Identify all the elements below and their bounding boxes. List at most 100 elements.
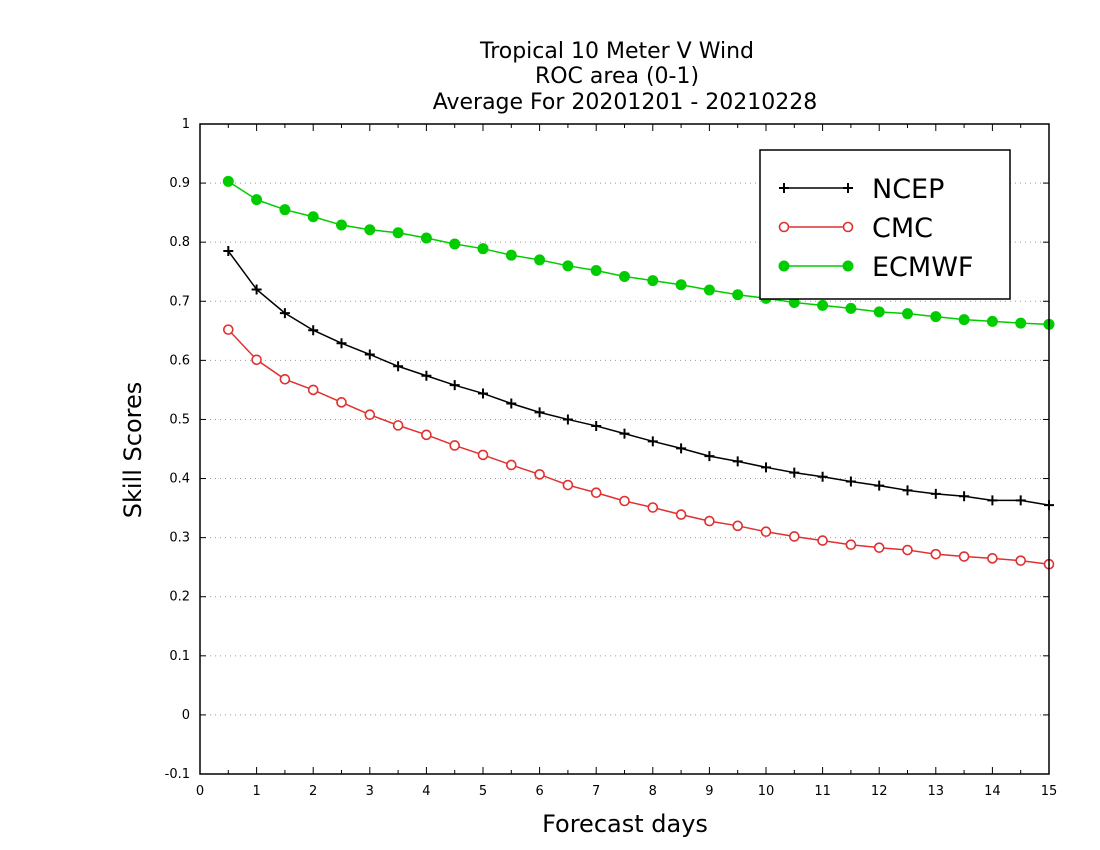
data-point-cmc [223, 324, 234, 335]
y-tick-label: 0.3 [169, 531, 190, 546]
data-point-ecmwf [534, 254, 546, 266]
data-point-cmc [364, 409, 376, 421]
legend-marker-ecmwf [778, 260, 790, 272]
x-tick-label: 12 [871, 784, 888, 799]
data-point-ecmwf [307, 211, 319, 223]
y-tick-label: 0.7 [169, 294, 190, 309]
data-point-ecmwf [1015, 317, 1027, 329]
data-point-cmc [477, 449, 489, 461]
data-point-ncep [647, 436, 658, 447]
data-point-ecmwf [364, 224, 376, 236]
data-point-ecmwf [449, 238, 461, 250]
x-tick-label: 14 [984, 784, 1001, 799]
data-point-ecmwf [902, 308, 913, 320]
x-tick-label: 2 [309, 784, 317, 799]
data-point-ncep [393, 361, 404, 372]
y-axis-label: Skill Scores [119, 382, 147, 519]
y-tick-label: 0.6 [169, 353, 190, 368]
x-tick-label: 3 [366, 784, 374, 799]
legend-label-ncep: NCEP [872, 174, 944, 205]
data-point-ecmwf [392, 227, 404, 239]
legend-marker-ncep [843, 183, 853, 193]
x-tick-label: 9 [705, 784, 713, 799]
legend-marker-cmc [778, 221, 790, 233]
data-point-cmc [336, 397, 347, 408]
x-tick-label: 7 [592, 784, 600, 799]
x-tick-label: 5 [479, 784, 487, 799]
data-point-ncep [308, 325, 319, 336]
data-point-cmc [930, 548, 942, 560]
data-point-ncep [449, 380, 460, 391]
data-point-ncep [845, 476, 856, 487]
series-ecmwf [222, 175, 1055, 330]
y-tick-label: 0 [182, 708, 190, 723]
data-point-cmc [619, 495, 630, 507]
legend-label-cmc: CMC [872, 213, 933, 244]
plot-frame [199, 123, 1050, 775]
y-tick-label: 1 [182, 117, 190, 132]
data-point-ncep [619, 428, 630, 439]
data-point-cmc [873, 542, 885, 553]
legend-marker-ecmwf [842, 260, 854, 272]
x-axis-label: Forecast days [542, 810, 708, 838]
y-tick-label: 0.1 [169, 649, 190, 664]
data-point-cmc [279, 373, 291, 385]
data-point-ecmwf [619, 270, 630, 282]
data-point-cmc [732, 520, 744, 532]
data-point-cmc [902, 544, 913, 556]
data-point-ecmwf [647, 275, 659, 287]
data-point-cmc [704, 515, 715, 527]
data-point-ecmwf [703, 284, 715, 296]
title-line-3: Average For 20201201 - 20210228 [433, 90, 818, 115]
legend-entry-ncep: NCEP [779, 174, 944, 205]
data-point-cmc [534, 469, 545, 480]
y-tick-label: 0.5 [169, 412, 190, 427]
x-tick-label: 4 [422, 784, 430, 799]
data-point-cmc [788, 531, 800, 542]
data-point-ecmwf [420, 232, 432, 244]
y-tick-label: 0.8 [169, 235, 190, 250]
data-point-ncep [591, 420, 602, 431]
data-point-ncep [421, 370, 432, 381]
data-point-ecmwf [732, 289, 744, 301]
title-line-1: Tropical 10 Meter V Wind [479, 39, 754, 64]
x-tick-label: 1 [252, 784, 260, 799]
data-point-cmc [1015, 555, 1027, 566]
data-point-ecmwf [675, 279, 687, 291]
data-point-cmc [505, 459, 517, 471]
data-point-ncep [959, 491, 970, 502]
data-point-ecmwf [986, 315, 998, 327]
data-point-ncep [676, 443, 687, 454]
data-point-ncep [789, 467, 800, 478]
data-point-ncep [874, 480, 885, 491]
data-point-cmc [251, 354, 262, 366]
data-point-ecmwf [562, 260, 574, 272]
data-point-ecmwf [336, 219, 347, 231]
data-point-ecmwf [505, 249, 517, 261]
legend-entry-ecmwf: ECMWF [778, 252, 973, 283]
data-point-ecmwf [873, 306, 885, 318]
data-point-cmc [647, 502, 659, 513]
data-point-cmc [590, 487, 602, 499]
data-point-cmc [307, 384, 319, 396]
data-point-ncep [251, 284, 262, 295]
y-tick-label: 0.2 [169, 590, 190, 605]
data-point-ecmwf [817, 299, 829, 311]
data-point-ecmwf [958, 314, 970, 326]
series-line-cmc [227, 329, 1050, 565]
data-point-ncep [223, 246, 234, 257]
x-tick-label: 15 [1041, 784, 1058, 799]
data-point-ncep [562, 414, 573, 425]
x-tick-label: 8 [649, 784, 657, 799]
data-point-cmc [421, 429, 432, 441]
data-point-ncep [902, 485, 913, 496]
data-point-ncep [817, 471, 828, 482]
x-tick-label: 13 [928, 784, 945, 799]
data-point-ecmwf [222, 175, 234, 187]
data-point-cmc [958, 551, 970, 562]
data-point-cmc [760, 526, 772, 538]
legend-label-ecmwf: ECMWF [872, 252, 973, 283]
data-point-ecmwf [590, 265, 602, 277]
data-point-ncep [987, 495, 998, 506]
